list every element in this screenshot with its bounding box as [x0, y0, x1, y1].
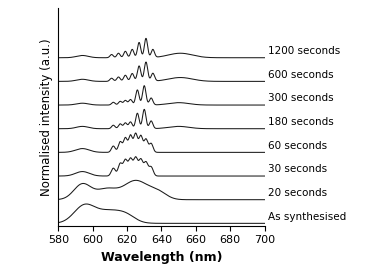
Text: As synthesised: As synthesised: [268, 212, 346, 222]
Text: 600 seconds: 600 seconds: [268, 70, 334, 80]
X-axis label: Wavelength (nm): Wavelength (nm): [101, 251, 222, 264]
Text: 180 seconds: 180 seconds: [268, 117, 334, 127]
Text: 1200 seconds: 1200 seconds: [268, 46, 340, 56]
Text: 60 seconds: 60 seconds: [268, 141, 327, 151]
Y-axis label: Normalised intensity (a.u.): Normalised intensity (a.u.): [40, 38, 53, 196]
Text: 300 seconds: 300 seconds: [268, 93, 334, 103]
Text: 30 seconds: 30 seconds: [268, 164, 327, 174]
Text: 20 seconds: 20 seconds: [268, 188, 327, 198]
